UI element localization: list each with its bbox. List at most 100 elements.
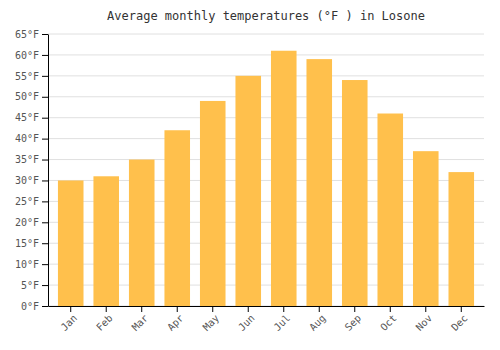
tick-label: 45°F (15, 112, 39, 123)
tick-mark (42, 243, 48, 244)
bar (129, 160, 155, 306)
axis-line (49, 306, 485, 307)
grid (48, 34, 484, 306)
tick-label: 55°F (15, 71, 39, 82)
grid-line (48, 54, 484, 55)
tick: Jan (59, 306, 80, 333)
tick: Jul (272, 306, 293, 333)
tick-label: 35°F (15, 154, 39, 165)
tick: 55°F (15, 71, 48, 82)
tick: Feb (94, 306, 115, 333)
tick: Mar (130, 306, 151, 333)
tick: 65°F (15, 29, 48, 40)
tick-mark (354, 306, 355, 312)
tick-label: Nov (414, 312, 435, 333)
bar (164, 130, 190, 306)
tick-mark (283, 306, 284, 312)
tick-label: Jul (272, 312, 293, 333)
tick: Dec (449, 306, 470, 333)
tick: 5°F (21, 280, 48, 291)
tick-mark (248, 306, 249, 312)
grid-line (48, 34, 484, 35)
tick-label: Feb (94, 312, 115, 333)
tick-mark (42, 76, 48, 77)
tick-label: May (201, 312, 222, 333)
tick: 15°F (15, 238, 48, 249)
tick: Nov (414, 306, 435, 333)
bar (235, 76, 261, 306)
chart: 0°F 5°F 10°F 15°F 20°F 25°F 30°F 35°F 40°F 45°F 50… (0, 0, 500, 350)
bars (58, 51, 474, 306)
tick-label: 0°F (21, 301, 39, 312)
bar (271, 51, 297, 306)
bar (377, 114, 403, 306)
tick-mark (425, 306, 426, 312)
bar (58, 180, 84, 306)
title: Average monthly temperatures (°F ) in Lo… (107, 9, 425, 23)
tick-mark (42, 285, 48, 286)
grid-line (48, 96, 484, 97)
tick-mark (42, 97, 48, 98)
tick-label: Sep (343, 312, 364, 333)
tick-label: Dec (449, 312, 470, 333)
tick-label: Aug (307, 312, 328, 333)
tick-label: 5°F (21, 280, 39, 291)
y-axis: 0°F 5°F 10°F 15°F 20°F 25°F 30°F 35°F 40°F 45°F 50… (15, 29, 49, 312)
tick-label: 40°F (15, 133, 39, 144)
tick-label: Mar (130, 312, 151, 333)
tick-label: 60°F (15, 50, 39, 61)
tick-mark (319, 306, 320, 312)
grid-line (48, 138, 484, 139)
plot: 0°F 5°F 10°F 15°F 20°F 25°F 30°F 35°F 40°F 45°F 50… (15, 29, 485, 333)
tick-mark (42, 55, 48, 56)
tick-mark (106, 306, 107, 312)
x-axis: Jan Feb Mar Apr May Jun Jul Aug Sep Oct Nov Dec (49, 306, 485, 333)
tick-label: 20°F (15, 217, 39, 228)
tick-mark (42, 118, 48, 119)
tick-mark (390, 306, 391, 312)
bar (448, 172, 474, 306)
axis-line (48, 35, 49, 307)
tick-label: 50°F (15, 91, 39, 102)
tick-label: Oct (378, 312, 399, 333)
tick-mark (70, 306, 71, 312)
tick-mark (461, 306, 462, 312)
bar (342, 80, 368, 306)
tick-label: 15°F (15, 238, 39, 249)
tick: 30°F (15, 175, 48, 186)
tick-mark (42, 222, 48, 223)
grid-line (48, 117, 484, 118)
tick-label: Jun (236, 312, 257, 333)
tick: 60°F (15, 50, 48, 61)
grid-line (48, 75, 484, 76)
tick-mark (177, 306, 178, 312)
tick-mark (42, 139, 48, 140)
tick-mark (141, 306, 142, 312)
tick-label: 10°F (15, 259, 39, 270)
tick-mark (212, 306, 213, 312)
tick-label: Apr (165, 312, 186, 333)
bar (413, 151, 439, 306)
bar (306, 59, 332, 306)
tick-mark (42, 201, 48, 202)
tick-mark (42, 306, 48, 307)
tick: 45°F (15, 112, 48, 123)
tick-label: 65°F (15, 29, 39, 40)
tick: Jun (236, 306, 257, 333)
tick: 40°F (15, 133, 48, 144)
tick-label: 30°F (15, 175, 39, 186)
tick: Sep (343, 306, 364, 333)
tick: 20°F (15, 217, 48, 228)
tick-mark (42, 34, 48, 35)
tick-label: 25°F (15, 196, 39, 207)
tick-mark (42, 160, 48, 161)
tick: Aug (307, 306, 328, 333)
tick: 50°F (15, 91, 48, 102)
tick-mark (42, 180, 48, 181)
tick: 0°F (21, 301, 48, 312)
tick: May (201, 306, 222, 333)
tick: 25°F (15, 196, 48, 207)
tick: Apr (165, 306, 186, 333)
bar (93, 176, 119, 306)
bar (200, 101, 226, 306)
